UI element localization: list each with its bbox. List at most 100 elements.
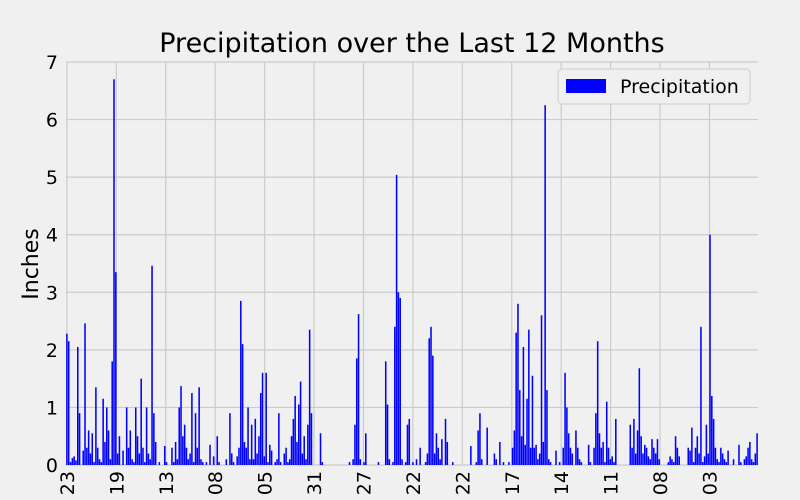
x-tick-label: 22 [403, 471, 425, 495]
precipitation-bar [290, 436, 293, 465]
precipitation-bar [259, 393, 262, 465]
precipitation-bar [386, 404, 389, 465]
precipitation-bar [638, 368, 641, 465]
x-tick-label: 08 [205, 471, 227, 495]
precipitation-bar [78, 413, 81, 465]
precipitation-bar [145, 407, 148, 465]
precipitation-bar [354, 424, 356, 465]
precipitation-bar [149, 459, 152, 465]
precipitation-bar [308, 329, 311, 465]
precipitation-bar [549, 462, 552, 465]
precipitation-bar [82, 450, 84, 465]
precipitation-bar [173, 462, 175, 465]
plot-area [66, 62, 758, 465]
precipitation-bar [95, 387, 97, 465]
precipitation-bar [134, 407, 137, 465]
precipitation-bar [651, 439, 653, 465]
precipitation-bar [196, 447, 199, 465]
precipitation-bar [261, 372, 264, 465]
precipitation-bar [180, 386, 182, 465]
precipitation-bar [475, 462, 478, 465]
precipitation-bar [292, 418, 295, 465]
precipitation-bar [479, 413, 481, 465]
precipitation-bar [91, 433, 94, 465]
precipitation-bar [299, 381, 302, 465]
precipitation-bar [412, 462, 414, 465]
x-tick-label: 05 [255, 471, 277, 495]
legend: Precipitation [557, 68, 751, 105]
precipitation-bar [178, 407, 180, 465]
precipitation-bar [631, 447, 633, 465]
precipitation-bar [653, 447, 655, 465]
precipitation-bar [93, 462, 95, 465]
precipitation-bar [529, 447, 532, 465]
precipitation-bar [129, 430, 132, 465]
x-tick-label: 03 [699, 471, 721, 495]
precipitation-bar [754, 453, 757, 465]
precipitation-bar [96, 447, 99, 465]
precipitation-bar [245, 447, 248, 465]
precipitation-bar [598, 433, 601, 465]
precipitation-bar [127, 447, 130, 465]
precipitation-bar [252, 459, 255, 465]
precipitation-bar [740, 462, 742, 465]
precipitation-bar [100, 462, 103, 465]
precipitation-bar [265, 372, 267, 465]
precipitation-bar [611, 456, 613, 465]
legend-swatch [566, 79, 606, 93]
y-axis-ticks: 0 1 2 3 4 5 6 7 [46, 52, 58, 477]
precipitation-bar [589, 462, 592, 465]
precipitation-bar [305, 459, 307, 465]
precipitation-bar [109, 459, 112, 465]
precipitation-bar [480, 459, 483, 465]
precipitation-bar [446, 441, 449, 465]
precipitation-bar [321, 462, 324, 465]
precipitation-bar [285, 447, 287, 465]
precipitation-bar [544, 105, 546, 465]
precipitation-bar [672, 462, 675, 465]
precipitation-bar [629, 424, 632, 465]
precipitation-bar [526, 398, 528, 465]
precipitation-bar [240, 300, 242, 465]
precipitation-bar [546, 390, 548, 465]
precipitation-bar [711, 395, 713, 465]
precipitation-bar [238, 447, 240, 465]
precipitation-bar [247, 407, 249, 465]
precipitation-bar [144, 462, 146, 465]
precipitation-bar [243, 441, 246, 465]
precipitation-bar [607, 447, 610, 465]
precipitation-bar [183, 424, 186, 465]
precipitation-bar [522, 346, 525, 465]
precipitation-bar [278, 413, 280, 465]
precipitation-bar [205, 462, 208, 465]
precipitation-bar [77, 346, 79, 465]
precipitation-bar [303, 436, 305, 465]
precipitation-bar [571, 453, 574, 465]
precipitation-bar [642, 453, 644, 465]
precipitation-bar [703, 456, 706, 465]
precipitation-bar [395, 174, 398, 465]
precipitation-bar [725, 462, 728, 465]
precipitation-bar [153, 413, 155, 465]
precipitation-bar [437, 447, 440, 465]
precipitation-bar [538, 453, 541, 465]
precipitation-bar [477, 430, 479, 465]
precipitation-bar [192, 462, 195, 465]
precipitation-bar [176, 459, 179, 465]
precipitation-bar [147, 453, 150, 465]
precipitation-bar [125, 407, 128, 465]
precipitation-bar [701, 462, 704, 465]
precipitation-bar [676, 447, 679, 465]
precipitation-bar [397, 292, 400, 465]
precipitation-bar [276, 459, 278, 465]
precipitation-bar [640, 436, 642, 465]
precipitation-bar [613, 462, 615, 465]
precipitation-bar [263, 456, 266, 465]
precipitation-bar [654, 453, 657, 465]
precipitation-bar [187, 459, 190, 465]
precipitation-bar [558, 462, 561, 465]
precipitation-bar [691, 427, 693, 465]
precipitation-bar [555, 450, 557, 465]
precipitation-bar [151, 265, 153, 465]
precipitation-bar [377, 462, 380, 465]
